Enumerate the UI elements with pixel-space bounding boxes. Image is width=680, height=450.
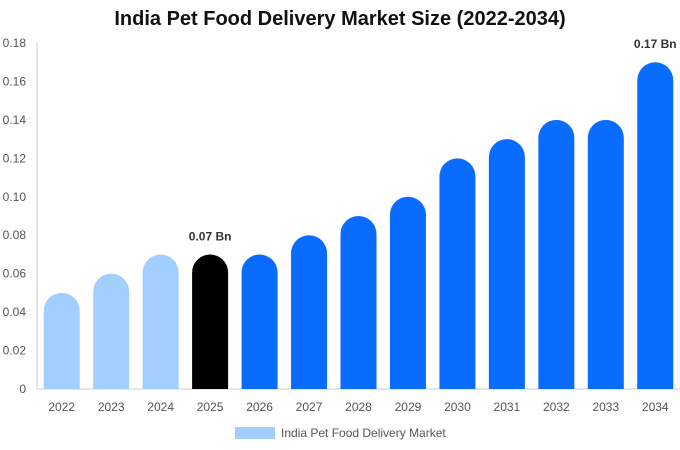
x-tick-label: 2029 [395,400,422,414]
x-tick-label: 2033 [592,400,619,414]
bar [340,216,377,389]
x-tick-label: 2031 [494,400,521,414]
bar [241,254,278,389]
legend: India Pet Food Delivery Market [235,426,446,440]
y-tick-label: 0.16 [3,74,27,88]
y-tick-label: 0.14 [3,113,27,127]
data-label: 0.17 Bn [634,37,677,51]
bar [142,254,179,389]
y-tick-label: 0.18 [3,36,27,50]
bar [439,158,476,389]
y-tick-label: 0.06 [3,267,27,281]
x-tick-label: 2028 [345,400,372,414]
x-tick-label: 2025 [197,400,224,414]
x-tick-label: 2030 [444,400,471,414]
bar [587,119,624,389]
legend-label: India Pet Food Delivery Market [281,426,446,440]
x-tick-label: 2023 [98,400,125,414]
y-tick-label: 0.08 [3,228,27,242]
bar [43,292,80,389]
bar [538,119,575,389]
y-tick-label: 0.04 [3,305,27,319]
legend-swatch [235,427,275,439]
x-tick-label: 2022 [48,400,75,414]
bar [637,62,674,389]
bar [93,273,130,389]
bar [389,196,426,389]
y-tick-label: 0.12 [3,151,27,165]
y-tick-label: 0.02 [3,344,27,358]
y-tick-label: 0.10 [3,190,27,204]
x-tick-label: 2026 [246,400,273,414]
y-tick-label: 0 [19,382,26,396]
data-label: 0.07 Bn [189,229,232,243]
x-tick-label: 2032 [543,400,570,414]
chart-title: India Pet Food Delivery Market Size (202… [114,8,566,30]
x-tick-label: 2024 [147,400,174,414]
x-tick-label: 2027 [296,400,323,414]
bar [291,235,328,389]
x-tick-label: 2034 [642,400,669,414]
bar [192,254,229,389]
bar [488,139,525,389]
